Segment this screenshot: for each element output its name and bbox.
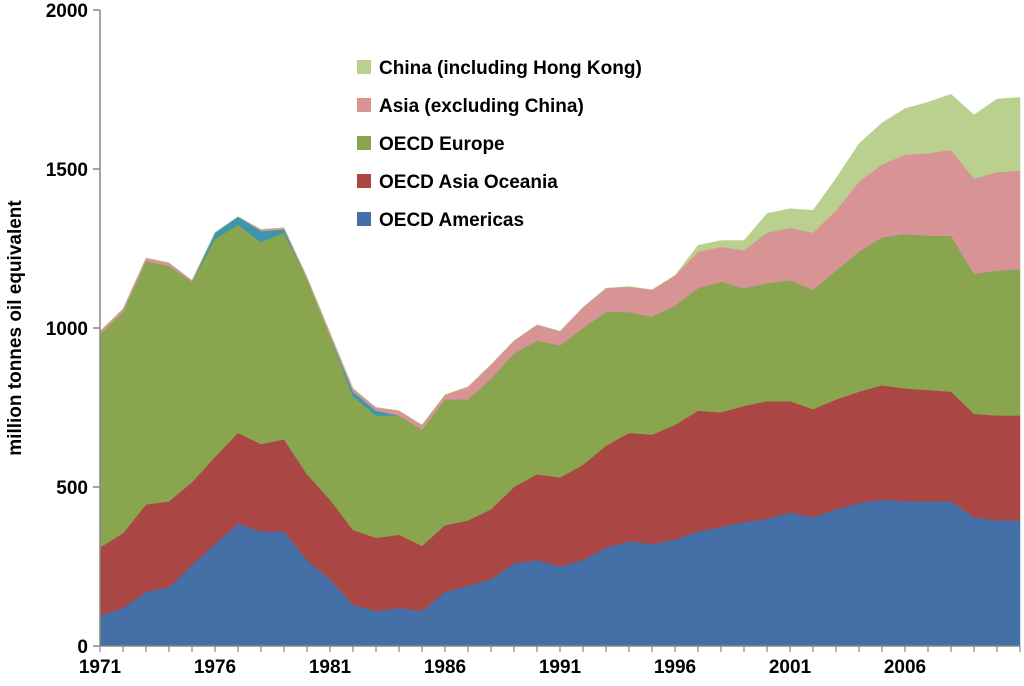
legend-swatch-oecd-asia-oceania xyxy=(357,174,371,188)
legend-label-oecd-europe: OECD Europe xyxy=(379,134,505,155)
y-tick-label: 0 xyxy=(77,637,88,658)
x-tick-label: 1996 xyxy=(654,657,696,678)
x-tick-label: 1976 xyxy=(194,657,236,678)
x-ticks: 1971 1976 1981 1986 1991 1996 2001 2006 xyxy=(79,646,1021,678)
legend-swatch-china-including-hong-kong xyxy=(357,60,371,74)
x-tick-label: 1991 xyxy=(539,657,582,678)
legend: China (including Hong Kong) Asia (excludi… xyxy=(357,58,642,231)
legend-label-china-including-hong-kong: China (including Hong Kong) xyxy=(379,58,642,79)
x-tick-label: 2001 xyxy=(769,657,812,678)
y-tick-label: 1000 xyxy=(46,319,88,340)
legend-label-oecd-asia-oceania: OECD Asia Oceania xyxy=(379,172,558,193)
x-tick-label: 1986 xyxy=(424,657,466,678)
area-china-including-hong-kong xyxy=(99,93,1021,426)
legend-label-asia-excluding-china: Asia (excluding China) xyxy=(379,96,584,117)
area-layers xyxy=(99,93,1021,647)
legend-swatch-oecd-europe xyxy=(357,136,371,150)
y-axis-label: million tonnes oil equivalent xyxy=(5,200,26,456)
y-ticks: 0 500 1000 1500 2000 xyxy=(46,1,100,658)
legend-swatch-oecd-americas xyxy=(357,212,371,226)
x-tick-label: 1971 xyxy=(79,657,122,678)
legend-swatch-asia-excluding-china xyxy=(357,98,371,112)
legend-label-oecd-americas: OECD Americas xyxy=(379,210,524,231)
x-tick-label: 2006 xyxy=(884,657,926,678)
y-tick-label: 500 xyxy=(56,478,88,499)
x-tick-label: 1981 xyxy=(309,657,352,678)
y-tick-label: 1500 xyxy=(46,160,88,181)
y-tick-label: 2000 xyxy=(46,1,88,22)
